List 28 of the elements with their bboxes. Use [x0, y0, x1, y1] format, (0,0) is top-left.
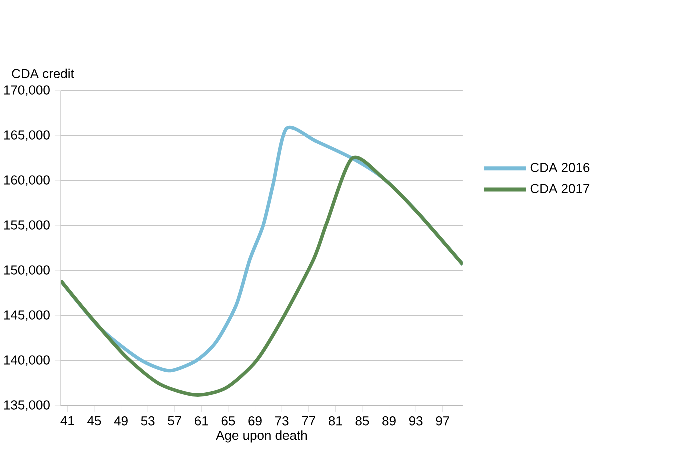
y-tick-label: 145,000 — [4, 310, 50, 322]
x-tick-label: 85 — [356, 416, 370, 426]
x-tick-label: 61 — [195, 416, 208, 426]
legend-label: CDA 2016 — [530, 163, 590, 172]
x-tick-label: 65 — [222, 416, 236, 426]
x-tick-label: 77 — [302, 416, 316, 426]
x-tick-label: 53 — [141, 416, 155, 426]
legend-label: CDA 2017 — [530, 184, 590, 194]
x-tick-label: 97 — [436, 416, 450, 426]
line-series — [60, 156, 463, 397]
y-tick-label: 140,000 — [4, 356, 50, 366]
x-tick-label: 49 — [114, 416, 128, 426]
x-tick-label: 57 — [168, 416, 182, 426]
y-axis-title: CDA credit — [12, 68, 74, 78]
x-tick-label: 45 — [88, 416, 102, 426]
y-tick-label: 155,000 — [4, 220, 50, 232]
y-tick-label: 170,000 — [4, 86, 50, 96]
x-tick-label: 89 — [382, 416, 396, 426]
x-tick-label: 69 — [248, 416, 262, 426]
x-tick-label: 93 — [409, 416, 423, 426]
x-axis-title: Age upon death — [216, 430, 308, 443]
x-tick-label: 81 — [329, 416, 342, 426]
x-tick-label: 41 — [60, 416, 74, 426]
y-tick-label: 160,000 — [4, 176, 50, 186]
x-tick-label: 73 — [276, 416, 289, 426]
y-tick-label: 150,000 — [4, 266, 50, 276]
y-tick-label: 165,000 — [4, 130, 50, 142]
y-tick-label: 135,000 — [4, 400, 50, 412]
